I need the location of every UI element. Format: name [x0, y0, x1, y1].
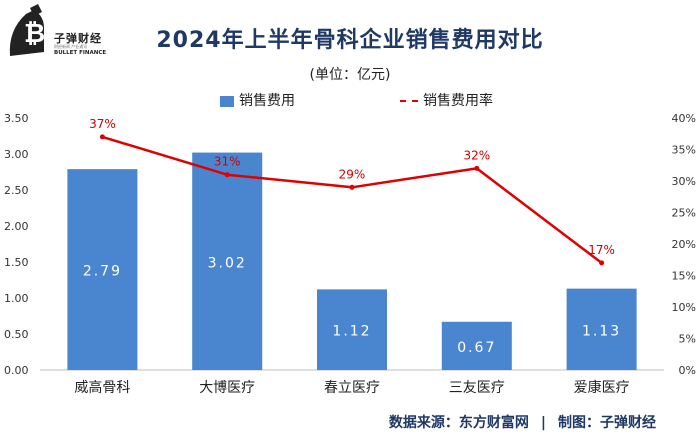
bar	[317, 289, 387, 370]
y-left-tick-label: 3.00	[4, 148, 29, 161]
bar-value-label: 1.13	[582, 323, 621, 339]
x-tick-label: 爱康医疗	[574, 379, 630, 396]
y-left-tick-label: 2.00	[4, 220, 29, 233]
brand-english-name: BULLET FINANCE	[54, 50, 107, 56]
y-right-tick-label: 20%	[672, 238, 696, 251]
x-tick-label: 春立医疗	[324, 380, 380, 396]
rate-data-label: 31%	[214, 155, 241, 169]
legend-item-line: 销售费用率	[400, 90, 493, 110]
bar	[192, 152, 263, 370]
legend-item-bar: 销售费用	[220, 90, 295, 110]
y-left-tick-label: 1.50	[4, 256, 29, 269]
rate-point	[224, 172, 230, 178]
rate-data-label: 17%	[588, 243, 615, 257]
y-right-tick-label: 30%	[672, 175, 696, 188]
brand-tagline: 财经新闻 产业通讯	[54, 44, 88, 49]
rate-line	[102, 135, 603, 264]
y-left-tick-label: 0.00	[4, 364, 29, 377]
rate-data-label: 32%	[463, 148, 490, 162]
legend-line-label: 销售费用率	[423, 93, 493, 109]
x-tick-label: 威高骨科	[74, 379, 130, 396]
bullet-finance-logo: ₿	[9, 4, 45, 56]
chart-title: 2024年上半年骨科企业销售费用对比	[156, 28, 544, 53]
y-right-tick-label: 10%	[672, 301, 696, 314]
y-right-tick-label: 35%	[672, 144, 696, 157]
x-tick-label: 三友医疗	[449, 380, 505, 396]
bar-value-label: 1.12	[332, 324, 371, 340]
y-left-tick-label: 0.50	[4, 328, 29, 341]
bar-value-label: 0.67	[457, 340, 496, 356]
bar	[566, 288, 637, 370]
rate-data-label: 29%	[339, 167, 366, 181]
svg-text:₿: ₿	[24, 19, 45, 49]
x-tick-label: 大博医疗	[199, 379, 255, 396]
rate-point	[99, 134, 105, 140]
bar-value-label: 2.79	[83, 264, 122, 280]
rate-point	[349, 184, 355, 190]
bar	[67, 169, 138, 370]
y-right-tick-label: 5%	[679, 333, 696, 346]
unit-label: (单位：亿元)	[309, 67, 391, 83]
bar	[441, 321, 512, 370]
legend-bar-swatch	[220, 95, 234, 107]
y-right-tick-label: 15%	[672, 270, 696, 283]
y-left-tick-label: 3.50	[4, 112, 29, 125]
chart-footer: 数据来源：东方财富网 | 制图：子弹财经	[389, 412, 656, 432]
rate-data-label: 37%	[89, 117, 116, 131]
rate-point	[599, 260, 605, 266]
y-right-tick-label: 25%	[672, 207, 696, 220]
legend-bar-label: 销售费用	[239, 93, 295, 109]
y-right-tick-label: 0%	[679, 364, 696, 377]
bar-value-label: 3.02	[208, 255, 247, 271]
footer-separator: |	[540, 415, 546, 431]
chart-credit: 制图：子弹财经	[558, 415, 656, 431]
data-source: 数据来源：东方财富网	[388, 415, 529, 431]
y-right-tick-label: 40%	[672, 112, 696, 125]
brand-name: 子弹财经	[54, 32, 102, 45]
y-left-tick-label: 2.50	[4, 184, 29, 197]
y-left-tick-label: 1.00	[4, 292, 29, 305]
legend-line-swatch	[400, 100, 418, 102]
rate-point	[474, 165, 480, 171]
